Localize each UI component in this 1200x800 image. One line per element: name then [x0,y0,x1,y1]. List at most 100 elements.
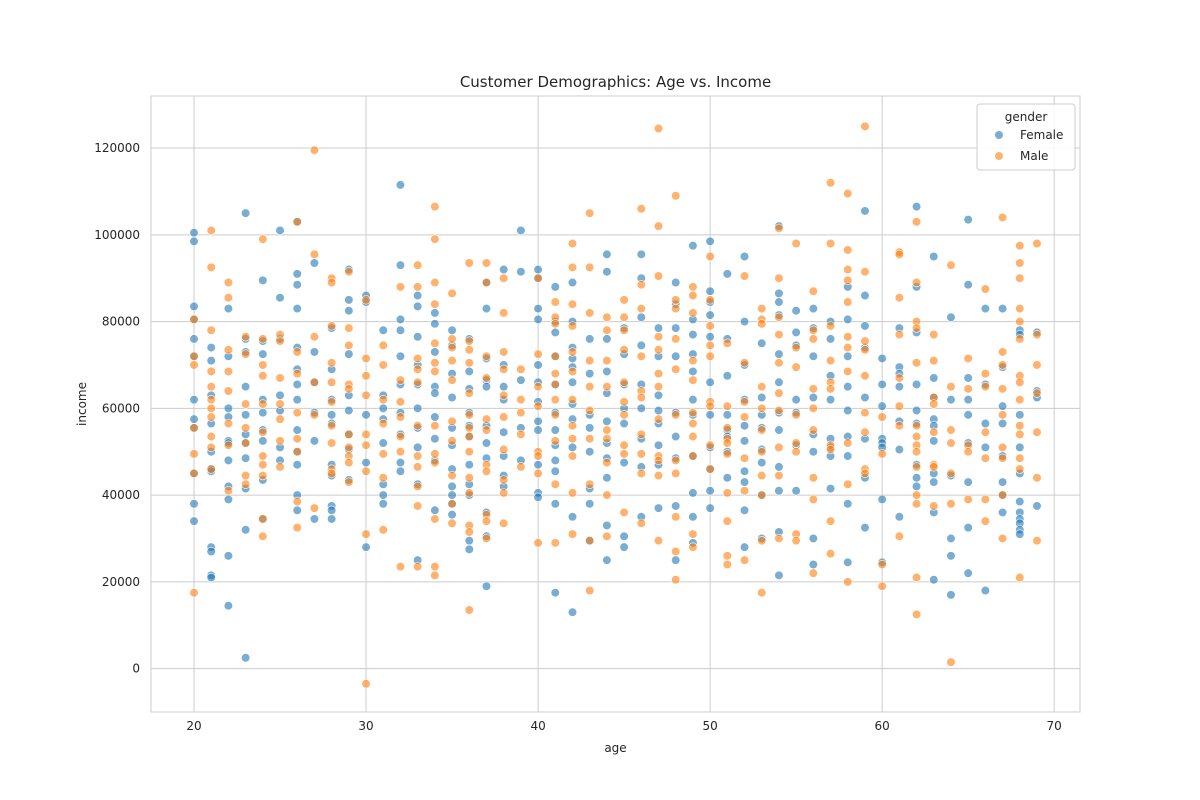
data-point [533,425,543,435]
data-point [602,490,612,500]
data-point [705,286,715,296]
data-point [499,347,509,357]
data-point [447,510,457,520]
data-point [223,303,234,314]
data-point [550,436,560,446]
data-point [430,562,440,572]
data-point [241,399,251,409]
data-point [705,351,715,361]
data-point [533,273,543,283]
data-point [464,431,474,442]
data-point [327,277,337,288]
data-point [327,421,337,431]
data-point [860,267,870,277]
data-point [705,464,715,474]
data-point [636,312,646,322]
data-point [808,559,818,570]
data-point [344,340,354,351]
data-point [688,418,698,429]
legend-title: gender [1005,110,1048,124]
data-point [241,470,251,481]
data-point [1015,241,1025,251]
data-point [825,356,836,366]
data-point [877,581,887,591]
plot-area [151,96,1080,712]
data-point [602,416,612,426]
data-point [378,449,388,459]
data-point [636,303,646,314]
data-point [413,462,423,472]
data-point [585,208,595,218]
data-point [585,369,595,379]
data-point [997,453,1008,463]
data-point [516,364,526,374]
data-point [619,410,629,420]
data-point [843,332,853,342]
data-point [636,280,646,290]
data-point [567,277,578,288]
data-point [241,332,251,342]
data-point [275,414,285,424]
data-point [636,351,646,361]
data-point [481,414,492,424]
data-point [877,494,887,505]
data-point [585,447,595,457]
data-point [791,486,801,496]
data-point [860,321,870,331]
data-point [258,360,268,370]
data-point [722,473,732,483]
data-point [206,403,216,413]
data-point [206,431,216,442]
data-point [911,609,922,619]
data-point [808,384,818,394]
data-point [808,473,818,483]
data-point [464,473,474,483]
data-point [567,299,578,309]
data-point [825,178,836,188]
data-point [585,585,595,596]
data-point [206,262,216,272]
data-point [430,277,440,288]
data-point [894,401,904,411]
data-point [1015,258,1025,268]
data-point [911,277,922,288]
data-point [705,236,715,246]
data-point [894,421,904,431]
data-point [361,295,371,305]
data-point [241,410,251,420]
data-point [602,382,612,392]
data-point [860,392,870,403]
data-point [843,343,853,353]
data-point [963,494,973,505]
data-point [223,366,234,377]
data-point [395,282,406,292]
data-point [1032,329,1042,340]
data-point [430,308,440,318]
data-point [585,382,595,392]
data-point [705,251,715,262]
data-point [602,425,612,435]
data-point [843,351,853,361]
data-point [585,499,595,509]
data-point [241,525,251,535]
data-point [309,514,320,524]
data-point [774,312,784,322]
data-point [189,395,199,405]
data-point [292,447,302,457]
data-point [1015,316,1025,327]
data-point [946,657,956,667]
data-point [481,382,492,392]
data-point [499,364,509,374]
data-point [189,351,199,361]
data-point [602,434,612,444]
data-point [619,345,629,355]
data-point [223,386,234,396]
data-point [688,395,698,405]
data-point [189,449,199,459]
data-point [602,356,612,366]
data-point [843,275,853,285]
data-point [430,366,440,377]
data-point [911,405,922,416]
data-point [774,462,784,472]
